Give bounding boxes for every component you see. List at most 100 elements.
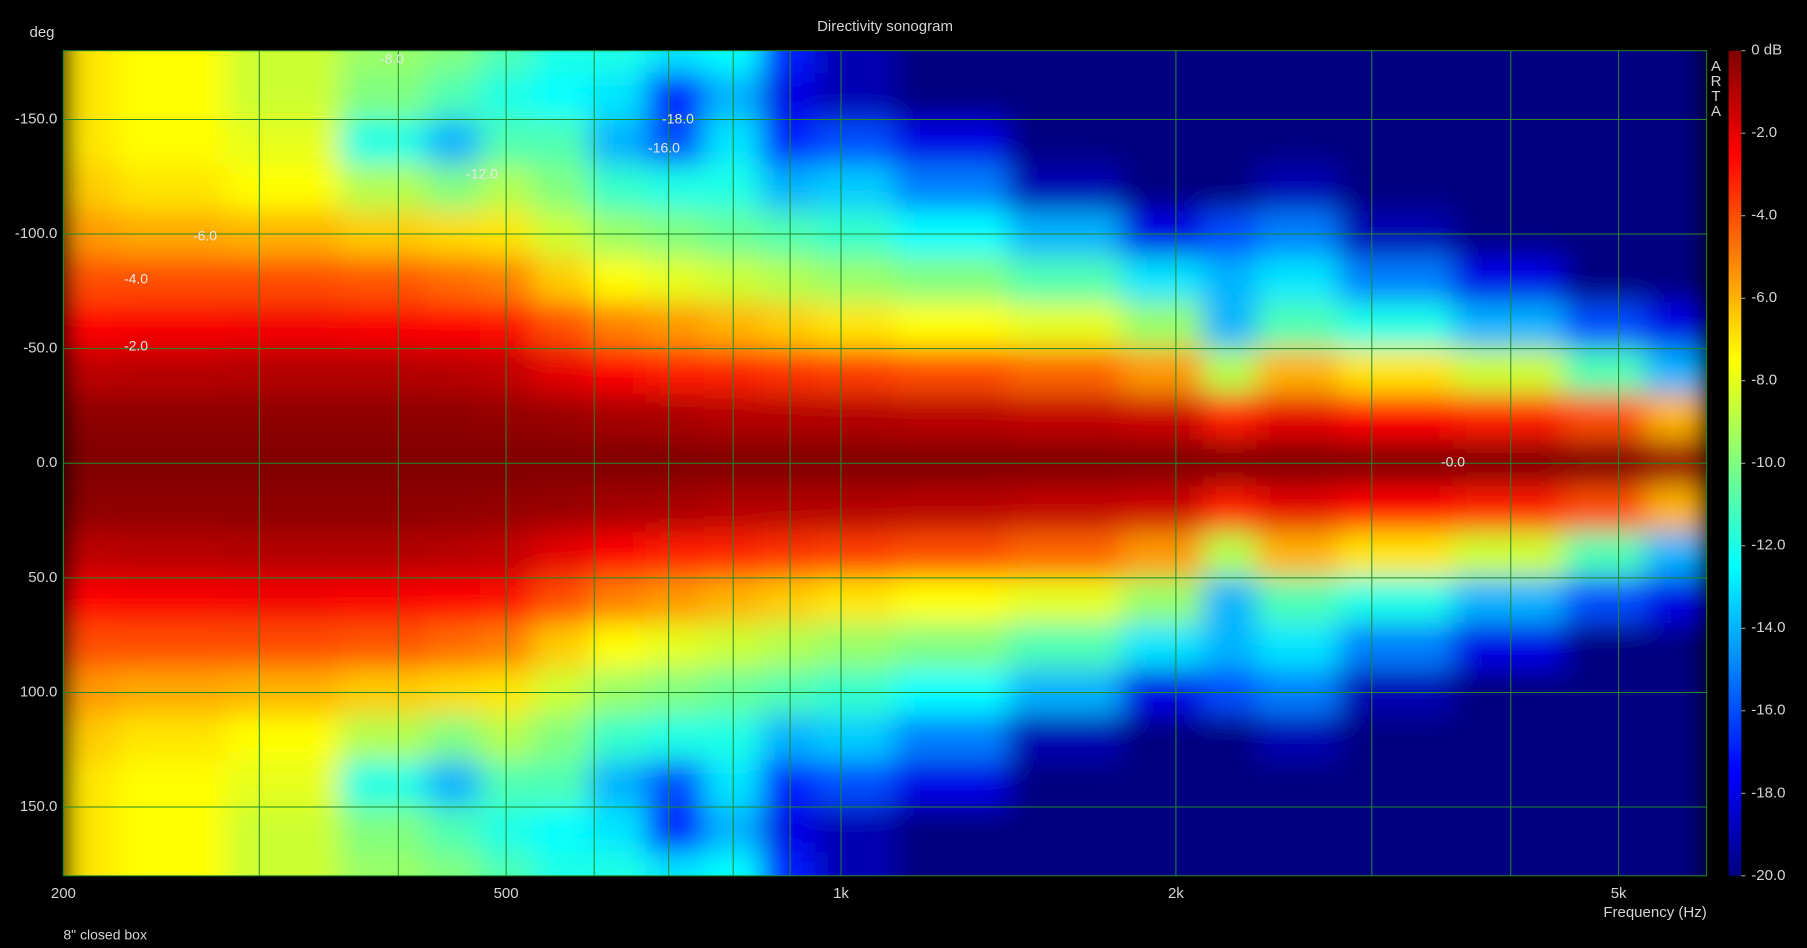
heatmap-cell (426, 164, 482, 212)
heatmap-cell (340, 531, 428, 579)
heatmap-cell (1256, 256, 1341, 304)
heatmap-cell (894, 531, 1009, 579)
heatmap-cell (1645, 164, 1707, 212)
heatmap-cell (116, 393, 228, 441)
heatmap-cell (340, 164, 428, 212)
heatmap-cell (426, 531, 482, 579)
heatmap-cell (1007, 852, 1123, 876)
heatmap-cell (63, 118, 118, 166)
heatmap-cell (426, 50, 482, 75)
heatmap-cell (588, 348, 648, 395)
heatmap-cell (894, 164, 1009, 212)
heatmap-cell (480, 50, 534, 75)
heatmap-cell (815, 302, 896, 350)
heatmap-cell (1339, 806, 1454, 854)
heatmap-cell (815, 577, 896, 625)
heatmap-cell (588, 714, 648, 762)
heatmap-cell (116, 348, 228, 395)
colorbar-label: 0 dB (1751, 42, 1782, 59)
heatmap-cell (1339, 760, 1454, 808)
heatmap-cell (480, 577, 534, 625)
heatmap-cell (646, 623, 705, 671)
heatmap-cell (226, 485, 342, 533)
heatmap-cell (226, 577, 342, 625)
heatmap-cell (1121, 760, 1204, 808)
heatmap-cell (815, 531, 896, 579)
heatmap-cell (761, 714, 817, 762)
heatmap-cell (1645, 302, 1707, 350)
heatmap-cell (761, 50, 817, 75)
heatmap-cell (1121, 118, 1204, 166)
heatmap-cell (815, 485, 896, 533)
heatmap-cell (1256, 348, 1341, 395)
heatmap-cell (588, 164, 648, 212)
heatmap-cell (532, 760, 590, 808)
heatmap-cell (1339, 50, 1454, 75)
heatmap-cell (1564, 852, 1647, 876)
heatmap-cell (588, 760, 648, 808)
heatmap-cell (340, 577, 428, 625)
heatmap-cell (1339, 256, 1454, 304)
heatmap-cell (1339, 348, 1454, 395)
heatmap-cell (761, 118, 817, 166)
heatmap-cell (1007, 118, 1123, 166)
heatmap-cell (1202, 714, 1258, 762)
heatmap-cell (426, 118, 482, 166)
heatmap-cell (894, 393, 1009, 441)
heatmap-cell (1202, 118, 1258, 166)
heatmap-cell (894, 806, 1009, 854)
heatmap-cell (761, 348, 817, 395)
heatmap-cell (1202, 50, 1258, 75)
heatmap-cell (588, 302, 648, 350)
heatmap-cell (1007, 73, 1123, 120)
contour-label: -18.0 (662, 111, 694, 127)
heatmap-cell (340, 73, 428, 120)
heatmap-cell (226, 164, 342, 212)
heatmap-cell (646, 256, 705, 304)
heatmap-cell (646, 348, 705, 395)
heatmap-cell (480, 348, 534, 395)
heatmap-cell (588, 577, 648, 625)
heatmap-cell (1564, 302, 1647, 350)
heatmap-cell (588, 852, 648, 876)
contour-label: -8.0 (380, 51, 404, 67)
heatmap-cell (1564, 577, 1647, 625)
heatmap-cell (1121, 302, 1204, 350)
heatmap-cell (1202, 806, 1258, 854)
heatmap-cell (63, 577, 118, 625)
heatmap-cell (1121, 50, 1204, 75)
heatmap-cell (1007, 50, 1123, 75)
heatmap-cell (1121, 73, 1204, 120)
heatmap-cell (1121, 623, 1204, 671)
heatmap-cell (1339, 73, 1454, 120)
heatmap-cell (1202, 393, 1258, 441)
heatmap-cell (761, 393, 817, 441)
heatmap-cell (480, 302, 534, 350)
heatmap-cell (1007, 393, 1123, 441)
y-tick-label: 50.0 (28, 569, 57, 586)
heatmap-cell (1256, 623, 1341, 671)
heatmap-cell (226, 623, 342, 671)
heatmap-cell (480, 256, 534, 304)
contour-label: -0.0 (1441, 454, 1465, 470)
heatmap-cell (646, 577, 705, 625)
heatmap-cell (1007, 577, 1123, 625)
heatmap-cell (894, 73, 1009, 120)
heatmap-cell (761, 302, 817, 350)
heatmap-cell (63, 806, 118, 854)
heatmap-cell (532, 118, 590, 166)
heatmap-cell (532, 714, 590, 762)
heatmap-cell (1452, 118, 1566, 166)
heatmap-cell (340, 393, 428, 441)
heatmap-cell (1564, 348, 1647, 395)
heatmap-cell (1007, 348, 1123, 395)
heatmap-cell (63, 531, 118, 579)
heatmap-cell (588, 485, 648, 533)
heatmap-cell (588, 623, 648, 671)
heatmap-cell (588, 806, 648, 854)
heatmap-cell (340, 760, 428, 808)
heatmap-cell (1452, 393, 1566, 441)
heatmap-cell (1564, 393, 1647, 441)
heatmap-cell (1121, 485, 1204, 533)
heatmap-cell (480, 393, 534, 441)
